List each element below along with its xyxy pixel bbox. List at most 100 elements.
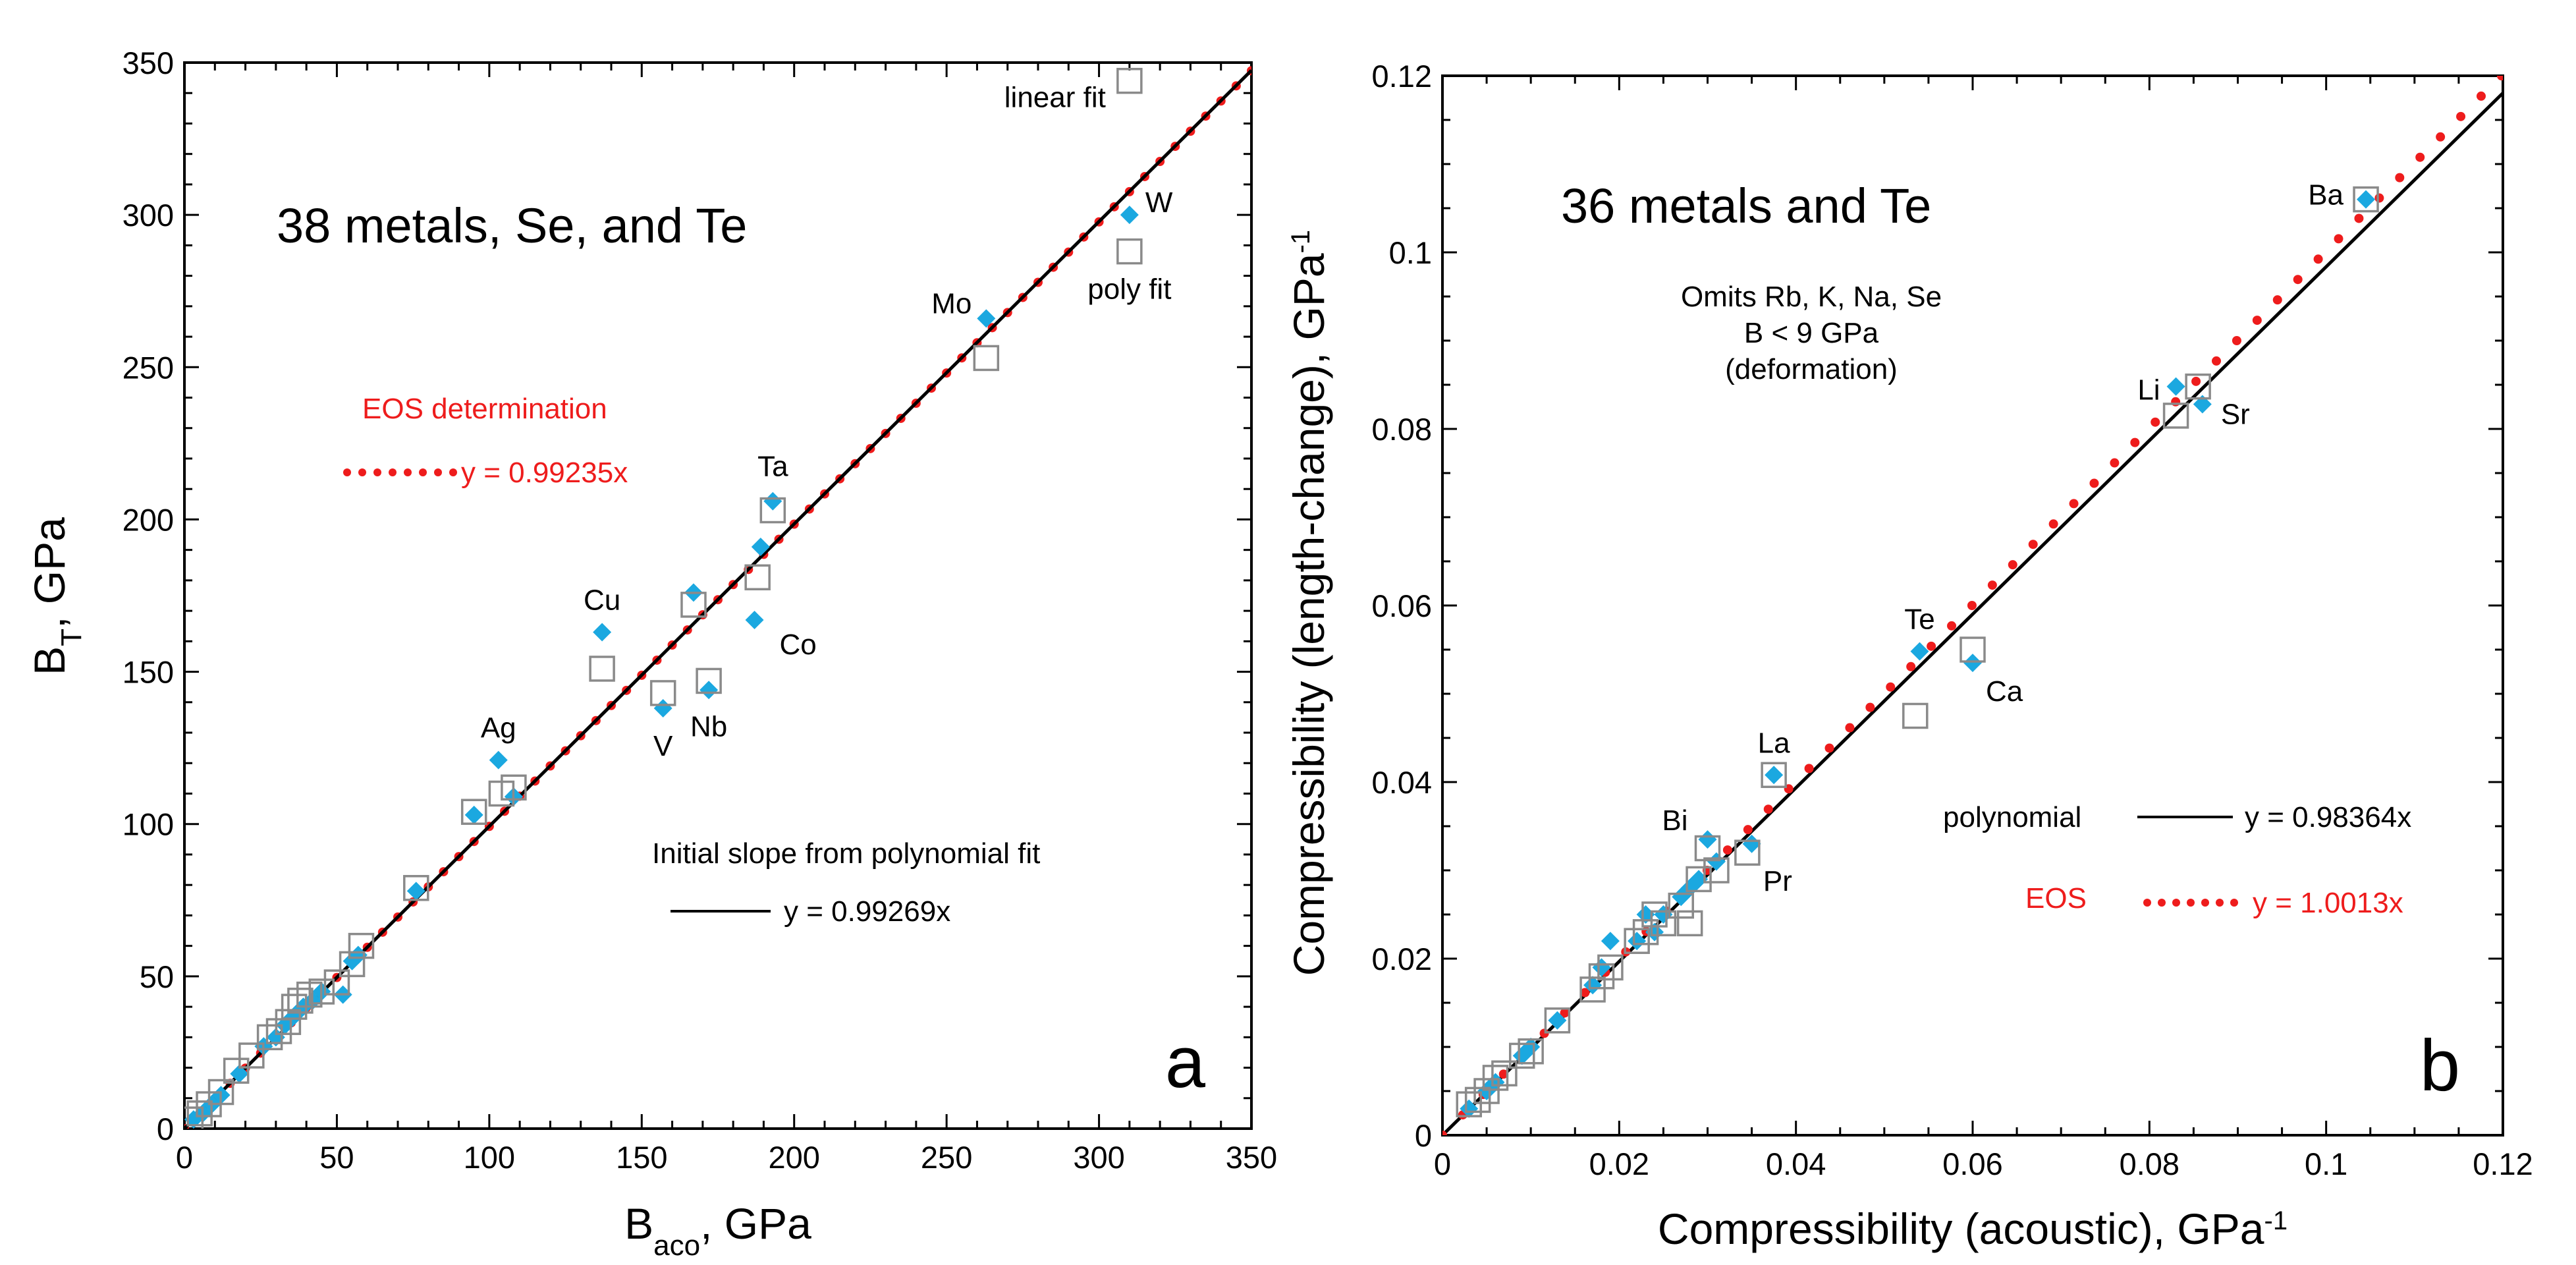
fit-dot-eos-b bbox=[1442, 1131, 1447, 1135]
square-marker-b bbox=[1456, 1091, 1482, 1117]
panel-letter-a: a bbox=[1165, 1022, 1206, 1103]
fit-dot-eos-b bbox=[2293, 275, 2303, 285]
fit-dot-eos-b bbox=[2374, 193, 2384, 203]
square-marker-a bbox=[460, 799, 487, 825]
square-marker-a bbox=[1116, 238, 1143, 265]
square-marker-b bbox=[1464, 1086, 1491, 1113]
point-label-b: Te bbox=[1904, 604, 1934, 636]
y-axis-title-a: BT, GPa bbox=[25, 517, 88, 675]
y-tick-label-a: 50 bbox=[140, 959, 174, 994]
point-label-b: Ca bbox=[1986, 675, 2023, 708]
diamond-marker-b bbox=[1963, 654, 1982, 673]
y-tick-label-a: 250 bbox=[123, 350, 174, 385]
y-tick-label-a: 150 bbox=[123, 655, 174, 690]
fit-dot-eos-b bbox=[1987, 580, 1997, 590]
x-tick-label-a: 250 bbox=[921, 1140, 972, 1175]
square-marker-a bbox=[207, 1079, 234, 1106]
y-tick-label-b: 0.02 bbox=[1372, 942, 1432, 976]
eos-legend-swatch-b bbox=[2230, 899, 2238, 907]
fit-dot-eos-b bbox=[2130, 437, 2140, 447]
fit-dot-eos-b bbox=[2089, 478, 2099, 488]
point-label-a: Nb bbox=[690, 710, 727, 743]
fit-dot-eos-b bbox=[2048, 519, 2058, 529]
y-tick-label-a: 100 bbox=[123, 807, 174, 842]
eos-legend-swatch-a bbox=[434, 468, 442, 476]
diamond-marker-a bbox=[977, 309, 996, 328]
diamond-marker-b bbox=[1689, 870, 1709, 889]
eos-legend-swatch-b bbox=[2201, 899, 2209, 907]
square-marker-b bbox=[1694, 835, 1721, 862]
square-marker-b bbox=[2162, 403, 2189, 429]
fit-dot-eos-b bbox=[1947, 621, 1957, 631]
square-marker-a bbox=[339, 951, 366, 978]
point-label-a: Ag bbox=[481, 712, 516, 745]
fit-dot-eos-b bbox=[1865, 702, 1875, 712]
diamond-marker-b bbox=[1742, 834, 1761, 853]
fit-dot-eos-b bbox=[2456, 111, 2466, 121]
diamond-marker-a bbox=[489, 750, 508, 770]
square-marker-a bbox=[759, 497, 786, 524]
square-marker-b bbox=[2185, 373, 2211, 400]
diamond-marker-a bbox=[184, 1110, 203, 1129]
square-marker-a bbox=[696, 667, 722, 694]
fit-dot-eos-b bbox=[2232, 336, 2241, 345]
y-tick-label-b: 0.04 bbox=[1372, 765, 1432, 800]
fit-dot-eos-b bbox=[2171, 397, 2181, 407]
fit-dot-eos-b bbox=[2496, 76, 2503, 80]
square-marker-a bbox=[680, 592, 707, 618]
diamond-marker-a bbox=[751, 538, 770, 557]
fit-dot-eos-b bbox=[2252, 316, 2262, 325]
x-tick-label-a: 200 bbox=[769, 1140, 820, 1175]
diamond-marker-b bbox=[1645, 922, 1664, 942]
eos-legend-swatch-a bbox=[373, 468, 381, 476]
fit-dot-eos-b bbox=[1722, 845, 1732, 855]
square-marker-b bbox=[1632, 919, 1659, 945]
fit-dot-eos-b bbox=[2069, 499, 2079, 509]
fit-dot-eos-b bbox=[2436, 132, 2446, 142]
point-label-a: Cu bbox=[584, 584, 620, 616]
diamond-marker-b bbox=[1636, 905, 1655, 924]
y-tick-label-a: 300 bbox=[123, 198, 174, 233]
y-tick-label-a: 350 bbox=[123, 45, 174, 80]
fit-dot-eos-b bbox=[2272, 295, 2282, 305]
fit-dot-eos-b bbox=[2212, 356, 2222, 366]
point-label-a: V bbox=[653, 730, 673, 762]
eos-legend-swatch-a bbox=[419, 468, 427, 476]
square-marker-b bbox=[1959, 636, 1986, 663]
square-marker-a bbox=[973, 345, 1000, 372]
y-tick-label-a: 200 bbox=[123, 502, 174, 537]
fit-dot-eos-b bbox=[1886, 682, 1896, 692]
eos-legend-swatch-b bbox=[2143, 899, 2151, 907]
x-tick-label-b: 0.1 bbox=[2305, 1146, 2347, 1181]
fit-dot-eos-b bbox=[1580, 988, 1590, 998]
diamond-marker-a bbox=[653, 699, 672, 718]
square-marker-b bbox=[1588, 963, 1615, 990]
diamond-marker-b bbox=[1601, 932, 1620, 951]
diamond-marker-a bbox=[593, 623, 612, 642]
eos-legend-swatch-b bbox=[2172, 899, 2180, 907]
diamond-marker-a bbox=[406, 882, 425, 901]
diamond-marker-b bbox=[1548, 1011, 1567, 1030]
diamond-marker-b bbox=[1654, 905, 1673, 924]
square-marker-b bbox=[1509, 1042, 1535, 1069]
y-axis-title-b: Compressibility (length-change), GPa-1 bbox=[1284, 230, 1333, 976]
y-tick-label-a: 0 bbox=[157, 1111, 174, 1146]
square-marker-a bbox=[744, 564, 771, 591]
square-marker-a bbox=[238, 1042, 265, 1069]
point-label-b: Bi bbox=[1662, 804, 1687, 837]
eos-legend-swatch-a bbox=[343, 468, 351, 476]
diamond-marker-b bbox=[1698, 830, 1717, 849]
eos-legend-equation-a: y = 0.99235x bbox=[461, 457, 628, 489]
eos-legend-swatch-b bbox=[2158, 899, 2166, 907]
square-marker-a bbox=[287, 988, 314, 1014]
panel-title-b: 36 metals and Te bbox=[1561, 179, 1931, 233]
fit-line-polynomial-b bbox=[1442, 92, 2503, 1135]
diamond-marker-b bbox=[2193, 395, 2212, 414]
y-tick-label-b: 0.06 bbox=[1372, 588, 1432, 623]
fit-dot-eos-b bbox=[1927, 641, 1936, 651]
square-marker-b bbox=[1482, 1065, 1509, 1091]
x-tick-label-a: 150 bbox=[616, 1140, 667, 1175]
fit-dot-eos-b bbox=[1845, 723, 1855, 733]
square-marker-b bbox=[1624, 928, 1650, 954]
diamond-marker-b bbox=[1486, 1073, 1505, 1092]
